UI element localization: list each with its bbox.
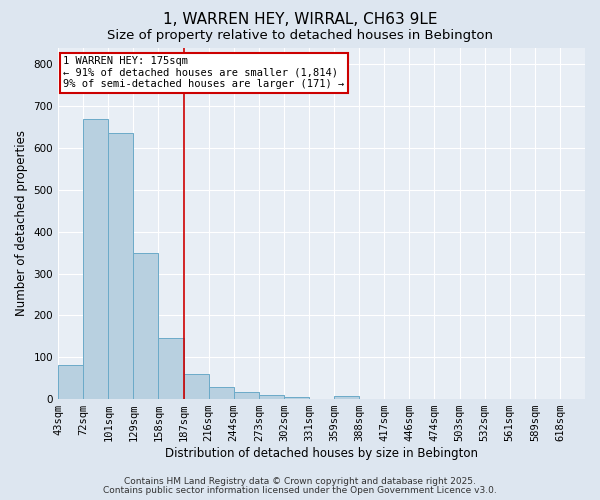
Bar xyxy=(83,118,108,399)
Text: Contains HM Land Registry data © Crown copyright and database right 2025.: Contains HM Land Registry data © Crown c… xyxy=(124,477,476,486)
Bar xyxy=(184,374,209,399)
Bar xyxy=(108,134,133,399)
Y-axis label: Number of detached properties: Number of detached properties xyxy=(15,130,28,316)
Bar xyxy=(284,397,309,399)
Text: 1 WARREN HEY: 175sqm
← 91% of detached houses are smaller (1,814)
9% of semi-det: 1 WARREN HEY: 175sqm ← 91% of detached h… xyxy=(64,56,344,90)
Bar xyxy=(233,392,259,399)
Bar xyxy=(133,252,158,399)
Text: Contains public sector information licensed under the Open Government Licence v3: Contains public sector information licen… xyxy=(103,486,497,495)
Bar xyxy=(58,365,83,399)
Bar xyxy=(334,396,359,399)
Bar xyxy=(259,395,284,399)
Bar xyxy=(209,388,233,399)
Bar xyxy=(158,338,184,399)
Text: 1, WARREN HEY, WIRRAL, CH63 9LE: 1, WARREN HEY, WIRRAL, CH63 9LE xyxy=(163,12,437,28)
Text: Size of property relative to detached houses in Bebington: Size of property relative to detached ho… xyxy=(107,29,493,42)
X-axis label: Distribution of detached houses by size in Bebington: Distribution of detached houses by size … xyxy=(165,447,478,460)
